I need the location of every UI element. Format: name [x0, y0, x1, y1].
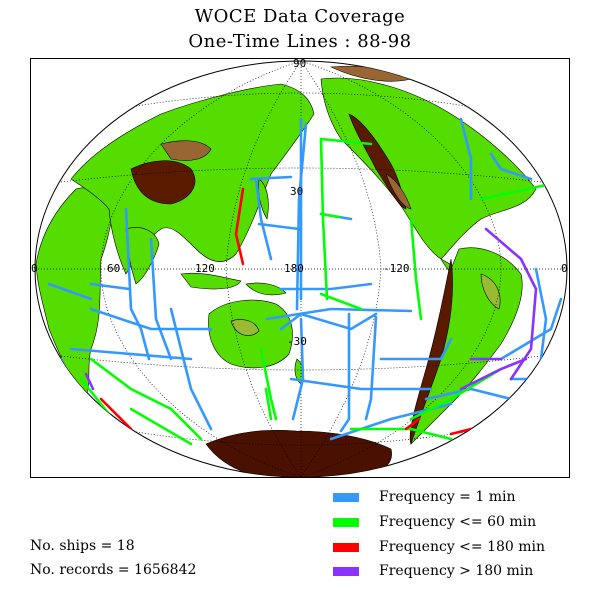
- track-blue-pacific-north-2: [295, 122, 308, 311]
- australia-upland: [230, 319, 260, 336]
- indonesia-islands: [180, 272, 242, 290]
- track-green-pac-mid: [319, 292, 363, 311]
- track-blue-se-pacific: [379, 337, 453, 361]
- track-blue-indian-2: [149, 237, 173, 361]
- track-green-antarctic: [349, 427, 453, 441]
- track-blue-pacific-zonal: [249, 175, 293, 181]
- map-frame: 90 30 -30 0 60 120 180 -120 0: [30, 58, 570, 478]
- track-green-ross: [264, 387, 273, 421]
- tracks-60min: [79, 137, 553, 446]
- track-green-southern-3: [129, 407, 193, 446]
- legend-swatch-180min: [333, 542, 359, 552]
- track-blue-indian-6: [169, 307, 213, 431]
- legend-label-over-180min: Frequency > 180 min: [379, 563, 534, 579]
- antarctica-landmass: [205, 430, 392, 477]
- label-lon-120: 120: [195, 262, 215, 275]
- track-red-west-pac: [234, 187, 245, 266]
- track-blue-indian-4: [69, 347, 193, 361]
- track-blue-tasman: [279, 282, 373, 291]
- label-lat-90: 90: [293, 59, 306, 70]
- track-red-south-atl-2: [449, 427, 473, 436]
- track-blue-pacific-s3: [339, 312, 351, 433]
- tracks-1min: [47, 117, 567, 441]
- tibet-highland: [130, 160, 196, 205]
- legend-item-60min: Frequency <= 60 min: [333, 512, 536, 532]
- graticule-lon-m120: [300, 61, 382, 477]
- ship-count: No. ships = 18: [30, 538, 135, 554]
- map-subtitle: One-Time Lines : 88-98: [188, 31, 412, 52]
- label-lon-m120: -120: [383, 262, 410, 275]
- central-asia-highland: [160, 140, 212, 161]
- legend-swatch-over-180min: [333, 566, 359, 576]
- track-green-south-pac: [259, 347, 278, 421]
- legend-item-180min: Frequency <= 180 min: [333, 537, 545, 557]
- tracks-over-180min: [84, 227, 538, 391]
- track-green-east-pac: [409, 217, 423, 321]
- legend-item-1min: Frequency = 1 min: [333, 487, 515, 507]
- track-blue-drake: [424, 387, 513, 401]
- label-lat-30n: 30: [290, 185, 303, 198]
- tracks-180min: [99, 187, 473, 436]
- track-blue-atlantic-2: [499, 297, 563, 361]
- label-lon-180: 180: [284, 262, 304, 275]
- legend-swatch-60min: [333, 517, 359, 527]
- legend-label-180min: Frequency <= 180 min: [379, 539, 546, 555]
- north-america-upland: [385, 173, 412, 210]
- track-green-atlantic: [479, 182, 553, 201]
- track-blue-japan: [254, 177, 273, 261]
- track-blue-north-atl: [459, 117, 473, 201]
- grid-labels: 90 30 -30 0 60 120 180 -120 0: [31, 59, 568, 348]
- map-title: WOCE Data Coverage: [194, 6, 406, 27]
- track-blue-indian-5: [89, 282, 131, 291]
- track-blue-pacific-mid: [257, 222, 301, 231]
- track-blue-indian-3: [89, 307, 213, 331]
- track-green-southern-1: [89, 357, 203, 441]
- track-blue-pacific-south: [265, 307, 413, 321]
- track-blue-pacific-s4: [364, 315, 378, 421]
- track-blue-pacific-s2: [279, 312, 378, 331]
- track-green-pacific-3: [319, 212, 341, 219]
- south-america-upland: [480, 273, 501, 310]
- track-blue-south-pac-zonal: [289, 377, 433, 391]
- legend-swatch-1min: [333, 492, 359, 502]
- andes-mountains: [409, 258, 453, 445]
- track-blue-indian-7: [47, 282, 93, 301]
- label-lon-0-left: 0: [31, 262, 38, 275]
- track-blue-pacific-s5: [291, 317, 305, 421]
- track-green-pacific-2: [319, 137, 373, 146]
- north-america-landmass: [320, 77, 537, 260]
- track-red-south-atl: [404, 417, 421, 431]
- record-count: No. records = 1656842: [30, 562, 197, 578]
- track-purple-indian: [84, 372, 95, 391]
- track-green-south-atl: [409, 367, 503, 421]
- legend-item-over-180min: Frequency > 180 min: [333, 561, 533, 581]
- track-red-southern: [99, 397, 133, 431]
- label-lat-30s: -30: [287, 335, 307, 348]
- track-purple-se-pac-3: [459, 357, 528, 391]
- graticule-lat-60s: [129, 430, 473, 446]
- graticule-lon-60: [100, 61, 302, 477]
- new-guinea: [245, 282, 287, 296]
- label-lon-0-right: 0: [561, 262, 568, 275]
- track-blue-north-atl-2: [489, 152, 533, 181]
- legend-label-60min: Frequency <= 60 min: [379, 514, 537, 530]
- graticule-lat-60n: [129, 92, 473, 108]
- label-lon-60: 60: [107, 262, 120, 275]
- world-map: 90 30 -30 0 60 120 180 -120 0: [31, 59, 568, 477]
- graticule-lon-m60: [300, 61, 502, 477]
- legend-label-1min: Frequency = 1 min: [379, 489, 516, 505]
- track-blue-indian-1: [124, 207, 151, 361]
- track-green-pacific-1: [319, 137, 329, 301]
